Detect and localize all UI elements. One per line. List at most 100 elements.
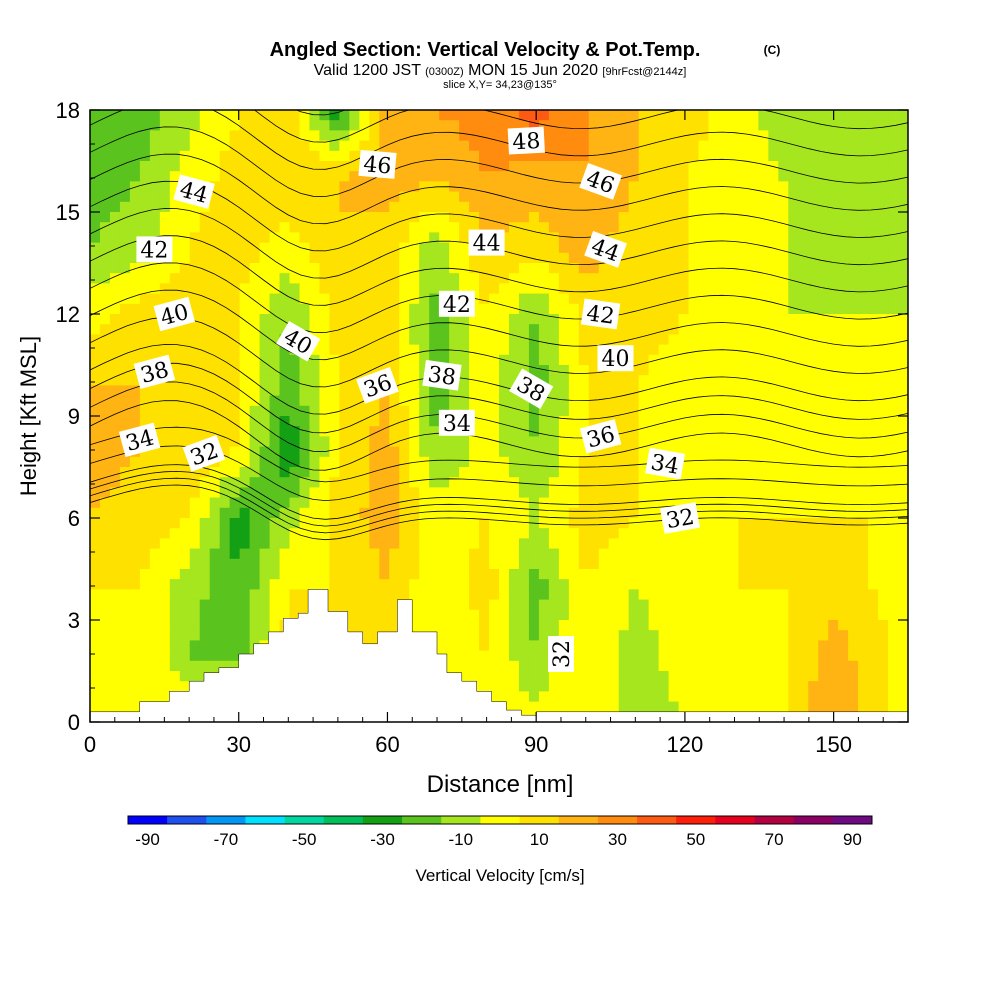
velocity-cell (349, 609, 360, 621)
velocity-cell (718, 518, 730, 529)
velocity-cell (199, 120, 211, 131)
velocity-cell (838, 314, 849, 325)
velocity-cell (409, 416, 420, 427)
velocity-cell (339, 161, 350, 172)
velocity-cell (259, 130, 271, 142)
velocity-cell (399, 334, 410, 346)
velocity-cell (738, 273, 749, 284)
velocity-cell (528, 467, 540, 478)
velocity-cell (259, 314, 271, 325)
velocity-cell (149, 518, 161, 529)
velocity-cell (199, 640, 211, 652)
velocity-cell (628, 477, 640, 488)
velocity-cell (548, 395, 560, 407)
velocity-cell (329, 120, 340, 131)
velocity-cell (489, 446, 500, 458)
velocity-cell (349, 130, 360, 142)
velocity-cell (209, 263, 221, 274)
velocity-cell (319, 150, 331, 162)
velocity-cell (608, 375, 620, 386)
velocity-cell (568, 477, 580, 488)
velocity-cell (538, 477, 550, 488)
velocity-cell (169, 589, 181, 601)
velocity-cell (898, 252, 908, 264)
velocity-cell (878, 548, 889, 560)
velocity-cell (598, 212, 610, 223)
velocity-cell (289, 528, 301, 539)
velocity-cell (688, 609, 700, 621)
velocity-cell (768, 426, 779, 437)
velocity-cell (868, 640, 879, 652)
velocity-cell (209, 375, 221, 386)
velocity-cell (409, 467, 420, 478)
velocity-cell (209, 201, 221, 213)
velocity-cell (419, 252, 430, 264)
velocity-cell (528, 620, 540, 631)
velocity-cell (848, 130, 859, 142)
velocity-cell (239, 436, 251, 448)
velocity-cell (119, 538, 131, 550)
velocity-cell (898, 405, 908, 417)
velocity-cell (748, 110, 759, 121)
velocity-cell (768, 120, 779, 131)
velocity-cell (638, 273, 650, 284)
velocity-cell (209, 365, 221, 376)
velocity-cell (868, 120, 879, 131)
velocity-cell (738, 599, 749, 611)
velocity-cell (728, 242, 740, 254)
velocity-cell (409, 263, 420, 274)
velocity-cell (708, 630, 720, 641)
velocity-cell (289, 263, 301, 274)
velocity-cell (628, 191, 640, 203)
velocity-cell (718, 252, 730, 264)
velocity-cell (339, 201, 350, 213)
velocity-cell (439, 518, 450, 529)
velocity-cell (718, 314, 730, 325)
velocity-cell (209, 293, 221, 305)
velocity-cell (239, 538, 251, 550)
velocity-cell (698, 681, 710, 692)
velocity-cell (848, 161, 859, 172)
velocity-cell (169, 538, 181, 550)
velocity-cell (848, 273, 859, 284)
velocity-cell (668, 222, 680, 233)
velocity-cell (149, 681, 161, 692)
velocity-cell (329, 273, 340, 284)
velocity-cell (828, 477, 839, 488)
velocity-cell (289, 375, 301, 386)
velocity-cell (558, 303, 570, 315)
velocity-cell (219, 191, 231, 203)
velocity-cell (199, 273, 211, 284)
velocity-cell (269, 242, 281, 254)
velocity-cell (578, 344, 590, 356)
velocity-cell (159, 273, 171, 284)
velocity-cell (129, 609, 141, 621)
velocity-cell (718, 201, 730, 213)
velocity-cell (429, 446, 440, 458)
velocity-cell (219, 497, 231, 509)
velocity-cell (299, 589, 311, 601)
velocity-cell (818, 599, 829, 611)
velocity-cell (239, 181, 251, 193)
velocity-cell (808, 222, 819, 233)
velocity-cell (339, 487, 350, 499)
velocity-cell (808, 609, 819, 621)
velocity-cell (658, 691, 670, 703)
velocity-cell (219, 222, 231, 233)
velocity-cell (638, 467, 650, 478)
velocity-cell (129, 691, 141, 703)
velocity-cell (868, 293, 879, 305)
velocity-cell (99, 365, 111, 376)
velocity-cell (578, 487, 590, 499)
velocity-cell (439, 395, 450, 407)
velocity-cell (868, 405, 879, 417)
velocity-cell (209, 487, 221, 499)
velocity-cell (129, 416, 141, 427)
velocity-cell (119, 405, 131, 417)
velocity-cell (379, 130, 390, 142)
velocity-cell (269, 589, 281, 601)
velocity-cell (439, 283, 450, 295)
velocity-cell (90, 569, 101, 580)
velocity-cell (848, 405, 859, 417)
velocity-cell (588, 375, 600, 386)
